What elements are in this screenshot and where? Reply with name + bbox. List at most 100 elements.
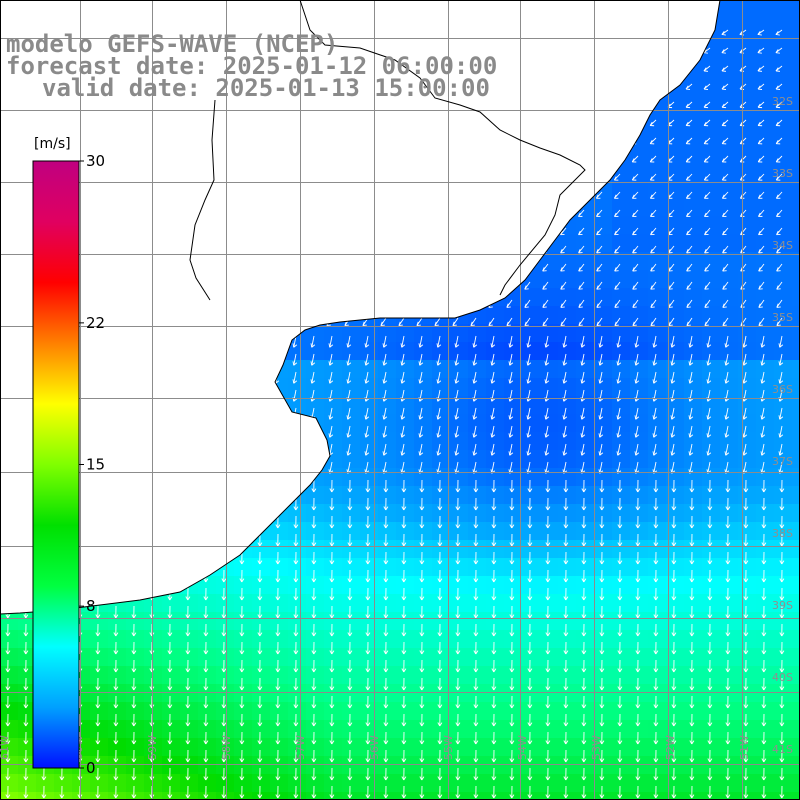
wind-cell xyxy=(666,576,685,595)
wind-cell xyxy=(684,684,703,703)
wind-cell xyxy=(468,432,487,451)
wind-cell xyxy=(648,504,667,523)
wind-cell xyxy=(648,324,667,343)
wind-cell xyxy=(630,774,649,793)
wind-cell xyxy=(792,792,800,800)
wind-arrow xyxy=(614,299,621,308)
wind-cell xyxy=(558,540,577,559)
wind-arrow xyxy=(434,317,441,327)
wind-cell xyxy=(594,414,613,433)
wind-cell xyxy=(702,756,721,775)
wind-cell xyxy=(738,702,757,721)
wind-cell xyxy=(324,522,343,541)
wind-cell xyxy=(666,666,685,685)
wind-cell xyxy=(450,594,469,613)
wind-cell xyxy=(702,144,721,163)
wind-arrow xyxy=(614,227,621,236)
wind-cell xyxy=(468,522,487,541)
wind-cell xyxy=(342,756,361,775)
wind-cell xyxy=(756,270,775,289)
wind-arrow xyxy=(775,47,783,54)
wind-cell xyxy=(72,774,91,793)
wind-cell xyxy=(720,756,739,775)
wind-arrow xyxy=(524,281,531,290)
wind-cell xyxy=(594,432,613,451)
wind-arrow xyxy=(722,227,729,236)
wind-cell xyxy=(486,684,505,703)
wind-cell xyxy=(576,450,595,469)
wind-cell xyxy=(756,648,775,667)
wind-arrow xyxy=(452,317,459,327)
wind-cell xyxy=(540,720,559,739)
wind-cell xyxy=(702,702,721,721)
wind-cell xyxy=(684,486,703,505)
wind-arrow xyxy=(685,155,693,163)
wind-cell xyxy=(108,738,127,757)
wind-cell xyxy=(522,360,541,379)
wind-cell xyxy=(792,720,800,739)
wind-cell xyxy=(774,270,793,289)
wind-arrow xyxy=(757,29,765,36)
wind-cell xyxy=(288,774,307,793)
wind-cell xyxy=(648,108,667,127)
wind-cell xyxy=(522,648,541,667)
wind-cell xyxy=(774,126,793,145)
wind-cell xyxy=(756,450,775,469)
wind-cell xyxy=(774,450,793,469)
wind-cell xyxy=(432,684,451,703)
wind-cell xyxy=(684,72,703,91)
wind-cell xyxy=(774,666,793,685)
wind-cell xyxy=(774,324,793,343)
wind-cell xyxy=(756,576,775,595)
wind-arrow xyxy=(631,173,639,181)
wind-cell xyxy=(486,504,505,523)
wind-cell xyxy=(342,684,361,703)
wind-arrow xyxy=(631,191,639,199)
wind-cell xyxy=(414,540,433,559)
wind-arrow xyxy=(775,119,783,127)
wind-cell xyxy=(576,756,595,775)
wind-arrow xyxy=(560,245,567,254)
wind-cell xyxy=(684,702,703,721)
wind-cell xyxy=(720,54,739,73)
wind-cell xyxy=(450,324,469,343)
wind-cell xyxy=(270,648,289,667)
wind-cell xyxy=(666,720,685,739)
colorbar-unit: [m/s] xyxy=(34,136,71,152)
wind-cell xyxy=(558,432,577,451)
wind-cell xyxy=(702,108,721,127)
wind-cell xyxy=(666,162,685,181)
wind-arrow xyxy=(649,137,657,145)
wind-cell xyxy=(792,576,800,595)
wind-cell xyxy=(414,414,433,433)
wind-arrow xyxy=(686,209,693,217)
wind-arrow xyxy=(722,245,729,254)
wind-cell xyxy=(540,648,559,667)
wind-cell xyxy=(774,486,793,505)
wind-cell xyxy=(306,342,325,361)
wind-cell xyxy=(324,612,343,631)
wind-cell xyxy=(702,72,721,91)
wind-cell xyxy=(774,468,793,487)
wind-cell xyxy=(396,486,415,505)
wind-cell xyxy=(666,198,685,217)
wind-cell xyxy=(432,612,451,631)
wind-cell xyxy=(648,252,667,271)
wind-cell xyxy=(738,648,757,667)
wind-cell xyxy=(774,180,793,199)
wind-cell xyxy=(324,468,343,487)
wind-cell xyxy=(324,396,343,415)
wind-cell xyxy=(684,324,703,343)
wind-cell xyxy=(774,702,793,721)
wind-cell xyxy=(720,630,739,649)
wind-cell xyxy=(324,342,343,361)
wind-cell xyxy=(684,234,703,253)
wind-cell xyxy=(216,738,235,757)
wind-cell xyxy=(90,612,109,631)
wind-cell xyxy=(126,774,145,793)
wind-cell xyxy=(738,612,757,631)
wind-cell xyxy=(0,738,19,757)
wind-cell xyxy=(504,414,523,433)
wind-cell xyxy=(684,504,703,523)
wind-cell xyxy=(792,558,800,577)
